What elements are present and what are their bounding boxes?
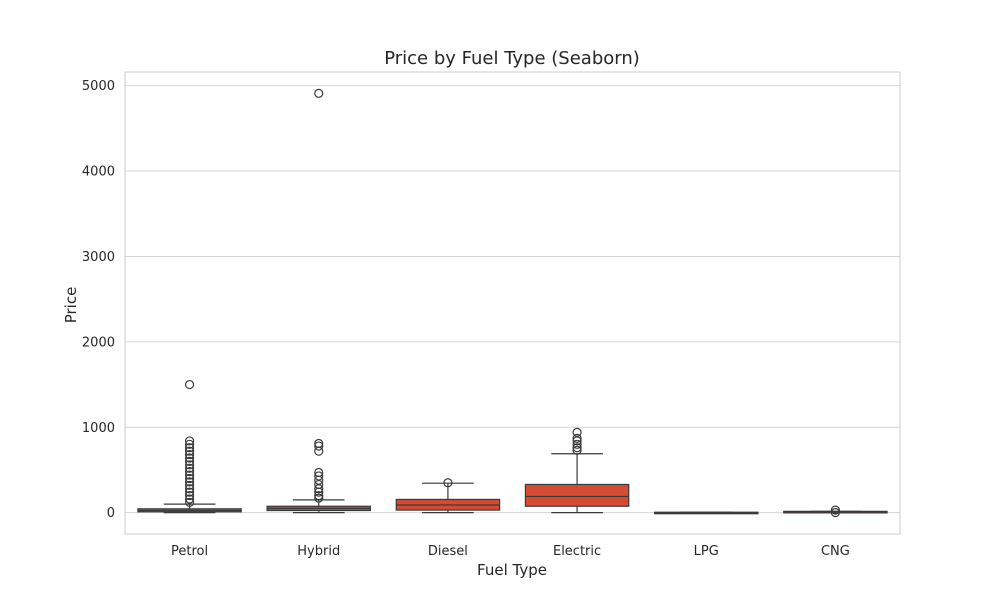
outlier-point [184,470,195,480]
outlier-point [572,433,582,443]
x-axis-label: Fuel Type [477,561,547,579]
outlier-point [184,494,195,504]
x-tick-label: Petrol [171,544,208,559]
outlier-point [184,460,195,470]
outlier-point [830,505,841,515]
outlier-point [184,484,195,494]
outlier-point [314,438,324,449]
outlier-point [184,449,195,460]
chart-title: Price by Fuel Type (Seaborn) [384,48,640,69]
y-tick-label: 1000 [82,421,115,436]
x-tick-label: LPG [694,544,719,559]
box-diesel [395,478,501,514]
box-electric [524,427,630,514]
box-cng [783,505,888,518]
box-hybrid [266,88,372,514]
x-tick-label: Diesel [428,544,468,559]
x-tick-label: Electric [553,544,601,559]
y-axis-label: Price [62,287,80,324]
outlier-point [184,497,195,508]
outlier-point [572,439,582,449]
y-tick-label: 3000 [82,250,115,265]
outlier-point [314,493,324,503]
x-tick-label: Hybrid [297,544,340,559]
y-tick-label: 5000 [82,79,115,94]
outlier-point [572,427,582,437]
outlier-point [184,446,195,456]
plot-marks [137,88,888,518]
outlier-point [314,441,324,451]
outlier-point [184,379,195,390]
outlier-point [572,443,582,453]
outlier-point [184,487,195,497]
iqr-box [524,483,630,507]
outlier-point [314,467,324,478]
box-lpg [653,511,759,515]
x-tick-label: CNG [821,544,850,559]
outlier-point [184,439,195,449]
outlier-point [184,436,195,446]
y-tick-label: 4000 [82,165,115,180]
outlier-point [314,88,324,98]
outlier-point [184,473,195,484]
outlier-point [184,480,195,490]
outlier-point [184,490,195,501]
outlier-point [184,456,195,467]
y-tick-label: 0 [107,506,115,521]
outlier-point [572,445,582,455]
outlier-point [314,490,324,501]
y-tick-label: 2000 [82,335,115,350]
outlier-point [184,453,195,463]
grid-lines [125,85,900,514]
outlier-point [184,467,195,477]
axis-ticks: 0 1000 2000 3000 4000 5000 Petrol Hybrid Diesel E… [82,79,850,559]
outlier-point [184,477,195,487]
plot-frame [124,71,901,535]
outlier-point [314,471,324,481]
outlier-point [184,443,195,453]
outlier-point [184,463,195,473]
outlier-point [443,478,453,488]
outlier-point [830,508,841,518]
box-petrol [137,379,242,514]
